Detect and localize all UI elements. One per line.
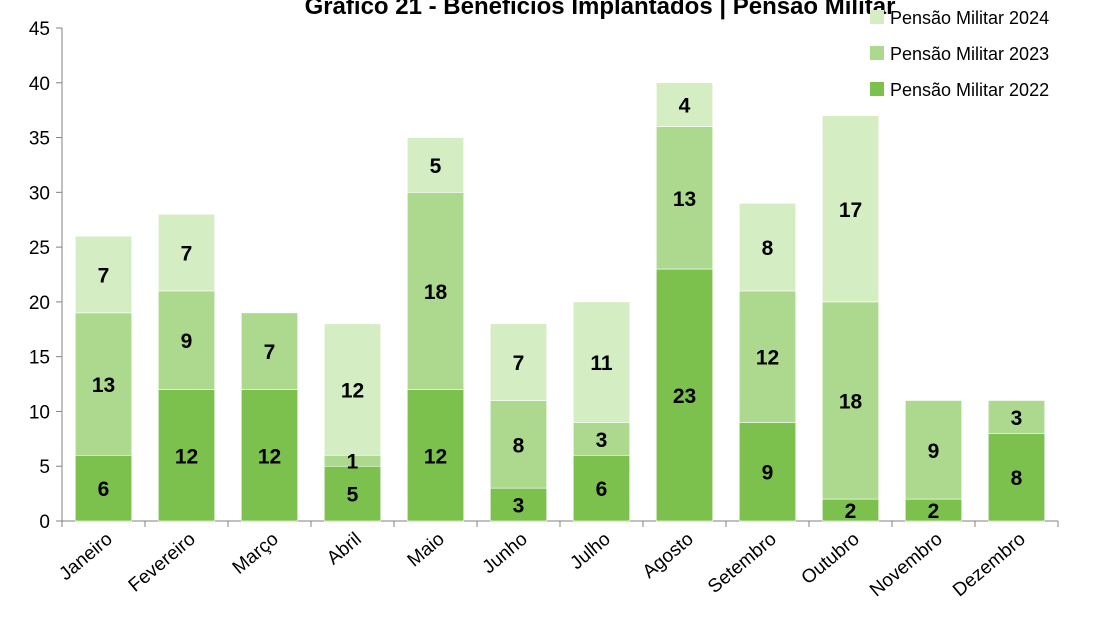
bar-segment	[821, 115, 880, 303]
chart-legend: Pensão Militar 2024 Pensão Militar 2023 Pe…	[870, 8, 1049, 100]
x-tick-label: Outubro	[798, 529, 864, 589]
data-label: 7	[513, 352, 525, 375]
data-label: 13	[673, 188, 696, 211]
bar-segment	[74, 454, 133, 522]
bar-segment	[489, 323, 548, 401]
data-label: 18	[424, 281, 448, 304]
data-label: 3	[1011, 407, 1023, 430]
legend-label: Pensão Militar 2024	[890, 8, 1049, 28]
bar-segment	[987, 433, 1046, 522]
chart-title: Gráfico 21 - Benefícios Implantados | Pe…	[305, 0, 896, 20]
y-tick-label: 45	[29, 19, 50, 40]
x-tick-label: Agosto	[639, 529, 698, 583]
bar-segment	[489, 400, 548, 489]
bar-segment	[738, 290, 797, 423]
data-label: 8	[1011, 467, 1023, 490]
y-tick-label: 20	[29, 293, 50, 314]
data-label: 12	[756, 347, 779, 370]
y-tick-label: 5	[39, 457, 50, 478]
y-tick-label: 15	[29, 348, 50, 369]
data-label: 9	[762, 462, 774, 485]
data-label: 5	[430, 155, 442, 178]
y-tick-label: 0	[39, 512, 50, 533]
data-label: 4	[679, 95, 691, 118]
bar-segment	[572, 454, 631, 522]
data-label: 12	[175, 445, 198, 468]
data-label: 7	[98, 265, 110, 288]
data-label: 11	[590, 352, 613, 375]
data-label: 2	[928, 500, 940, 523]
bar-segment	[74, 235, 133, 314]
data-labels-group: 6137129712751121218538763112313491282181…	[92, 95, 1023, 523]
x-tick-label: Abril	[323, 529, 366, 570]
y-tick-label: 35	[29, 129, 50, 150]
data-label: 7	[264, 341, 276, 364]
data-label: 8	[513, 434, 525, 457]
data-label: 8	[762, 237, 774, 260]
y-tick-label: 40	[29, 74, 50, 95]
bar-segment	[572, 301, 631, 423]
x-tick-label: Dezembro	[949, 529, 1030, 601]
data-label: 1	[347, 451, 359, 474]
bar-segment	[738, 202, 797, 292]
legend-swatch	[870, 46, 884, 60]
x-tick-label: Janeiro	[55, 529, 116, 585]
data-label: 9	[181, 330, 193, 353]
bar-segment	[323, 465, 382, 522]
data-label: 5	[347, 484, 359, 507]
x-tick-label: Julho	[566, 529, 614, 574]
data-label: 7	[181, 243, 193, 266]
legend-swatch	[870, 82, 884, 96]
x-tick-label: Fevereiro	[125, 529, 200, 597]
bar-segment	[406, 137, 465, 193]
bar-segment	[738, 422, 797, 522]
bar-segment	[406, 192, 465, 390]
bar-segment	[987, 400, 1046, 434]
bar-segment	[157, 213, 216, 292]
bars-group	[74, 82, 1046, 522]
data-label: 13	[92, 374, 115, 397]
data-label: 3	[596, 429, 608, 452]
bar-segment	[74, 312, 133, 456]
data-label: 18	[839, 390, 863, 413]
x-tick-label: Junho	[479, 529, 532, 578]
data-label: 23	[673, 385, 696, 408]
y-tick-label: 10	[29, 402, 50, 423]
bar-segment	[157, 290, 216, 390]
bar-segment	[821, 301, 880, 500]
x-tick-label: Março	[229, 529, 283, 579]
data-label: 9	[928, 440, 940, 463]
bar-segment	[655, 82, 714, 127]
bar-segment	[489, 487, 548, 522]
data-label: 3	[513, 495, 525, 518]
x-tick-label: Novembro	[866, 529, 947, 601]
legend-swatch	[870, 10, 884, 24]
data-label: 17	[839, 199, 862, 222]
data-label: 6	[98, 478, 110, 501]
bar-segment	[157, 389, 216, 522]
bar-segment	[240, 389, 299, 522]
bar-segment	[655, 126, 714, 270]
bar-segment	[323, 323, 382, 456]
y-tick-label: 25	[29, 238, 50, 259]
bar-segment	[572, 422, 631, 456]
data-label: 12	[258, 445, 281, 468]
bar-segment	[655, 268, 714, 522]
bar-segment	[904, 400, 963, 500]
y-tick-label: 30	[29, 183, 50, 204]
legend-label: Pensão Militar 2023	[890, 44, 1049, 64]
bar-segment	[240, 312, 299, 390]
data-label: 6	[596, 478, 608, 501]
x-tick-label: Setembro	[704, 529, 781, 598]
data-label: 12	[341, 380, 364, 403]
data-label: 2	[845, 500, 857, 523]
bar-segment	[406, 389, 465, 522]
x-tick-label: Maio	[404, 529, 449, 572]
legend-label: Pensão Militar 2022	[890, 80, 1049, 100]
data-label: 12	[424, 445, 447, 468]
